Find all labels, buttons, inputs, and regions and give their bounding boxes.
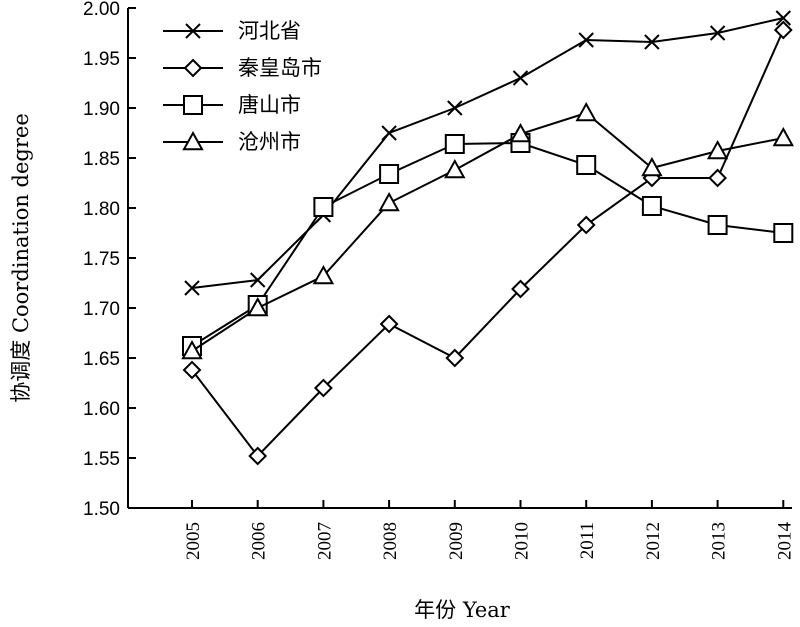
legend-item: 秦皇岛市 (163, 56, 322, 80)
x-axis-title: 年份 Year (414, 598, 511, 622)
x-tick-label: 2012 (643, 522, 664, 560)
data-point-diamond (773, 20, 793, 40)
data-point-diamond (445, 348, 465, 368)
x-tick-label: 2013 (709, 522, 730, 560)
series-line (191, 141, 784, 347)
data-point-triangle (575, 101, 597, 122)
y-tick-label: 1.60 (83, 399, 120, 420)
series-line (191, 29, 785, 458)
y-tick-label: 1.90 (83, 99, 120, 120)
legend-marker-x (185, 23, 201, 39)
y-tick-label: 1.70 (83, 299, 120, 320)
x-tick-label: 2007 (314, 522, 335, 560)
data-point-triangle (247, 296, 269, 317)
legend-label: 沧州市 (238, 130, 301, 154)
x-tick-label: 2014 (774, 522, 795, 561)
legend-item: 唐山市 (163, 93, 301, 117)
data-point-square (773, 223, 794, 243)
data-point-x (775, 10, 792, 26)
data-point-square (313, 197, 334, 217)
data-point-x (512, 70, 529, 86)
x-tick-label: 2005 (183, 522, 204, 560)
y-tick-label: 1.85 (83, 149, 120, 170)
series-triangle (181, 101, 794, 360)
data-point-x (184, 280, 200, 296)
data-point-x (644, 34, 660, 50)
data-point-square (379, 164, 400, 184)
data-point-triangle (444, 158, 466, 179)
y-tick-label: 1.55 (83, 449, 120, 470)
y-axis-title: 协调度 Coordination degree (9, 113, 33, 402)
legend-label: 秦皇岛市 (238, 56, 322, 80)
data-point-triangle (641, 156, 663, 177)
y-tick-label: 2.00 (83, 0, 120, 20)
y-ticks: 1.50 1.55 1.60 1.65 1.70 1.75 1.80 1.85 1.90 1.95… (83, 0, 136, 520)
data-point-x (249, 272, 266, 288)
data-point-triangle (378, 191, 400, 212)
x-tick-label: 2011 (577, 522, 598, 559)
data-point-triangle (181, 339, 203, 360)
x-ticks: 2005 2006 2007 2008 2009 2010 2011 2012 2013 2014 (183, 500, 795, 560)
y-tick-label: 1.95 (83, 49, 120, 70)
legend-item: 沧州市 (163, 130, 301, 154)
data-point-diamond (708, 168, 728, 188)
x-tick-label: 2008 (380, 522, 401, 560)
data-point-triangle (772, 126, 794, 147)
data-point-triangle (509, 122, 532, 143)
data-point-square (576, 155, 597, 175)
data-point-square (707, 215, 728, 235)
axes (127, 8, 792, 509)
data-point-x (381, 125, 397, 141)
x-tick-label: 2006 (249, 522, 270, 560)
legend-item: 河北省 (163, 19, 301, 43)
series-diamond (182, 20, 793, 466)
legend-marker-diamond (183, 58, 203, 78)
data-point-diamond (576, 215, 596, 235)
data-point-square (641, 196, 662, 216)
data-point-x (447, 100, 463, 116)
data-point-diamond (182, 360, 202, 380)
legend-label: 唐山市 (238, 93, 301, 117)
series-x (184, 10, 792, 296)
series-layer (181, 10, 794, 466)
y-tick-label: 1.75 (83, 249, 120, 270)
data-point-diamond (248, 446, 268, 466)
data-point-x (578, 32, 594, 48)
data-point-square (444, 134, 465, 154)
y-tick-label: 1.50 (83, 499, 120, 520)
series-line (191, 111, 784, 352)
data-point-x (709, 25, 726, 41)
series-square (182, 133, 794, 356)
data-point-diamond (313, 378, 333, 398)
legend-label: 河北省 (238, 19, 301, 43)
series-line (191, 17, 784, 289)
y-tick-label: 1.65 (83, 349, 120, 370)
data-point-triangle (312, 264, 335, 285)
x-tick-label: 2010 (512, 522, 533, 560)
x-tick-label: 2009 (446, 522, 467, 560)
y-tick-label: 1.80 (83, 199, 120, 220)
data-point-triangle (706, 139, 729, 160)
legend-marker-square (183, 95, 203, 115)
data-point-diamond (511, 279, 530, 299)
data-point-diamond (379, 314, 399, 334)
legend-marker-triangle (182, 130, 204, 151)
